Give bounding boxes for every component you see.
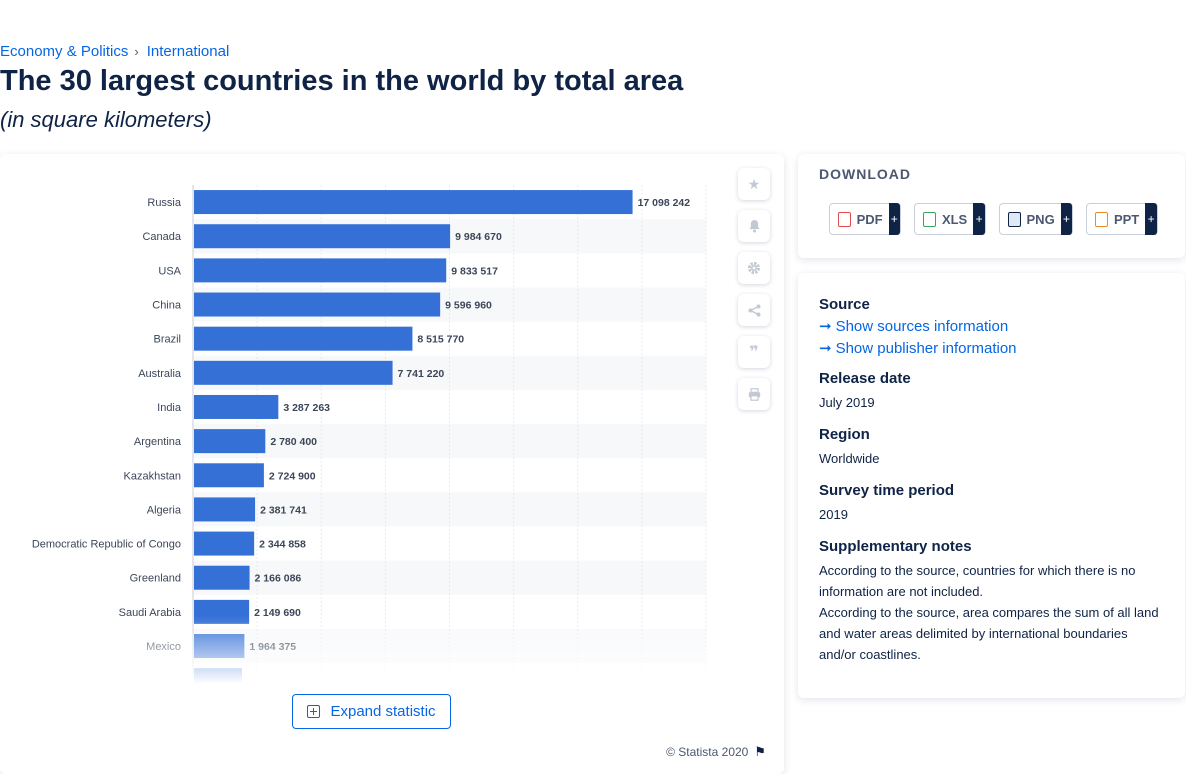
category-label: China — [152, 300, 182, 312]
arrow-right-icon: ➞ — [819, 318, 832, 335]
png-file-icon — [1008, 211, 1021, 227]
bar[interactable] — [194, 531, 255, 556]
category-label: Argentina — [134, 436, 182, 448]
bar[interactable] — [194, 429, 266, 454]
region-value: Worldwide — [819, 451, 880, 466]
download-pdf-label: PDF — [856, 211, 883, 227]
png-plus-icon[interactable]: + — [1060, 203, 1072, 235]
chart-card: Russia 17 098 242 Canada 9 984 670 USA 9 833 … — [0, 154, 784, 774]
category-label: India — [157, 402, 182, 414]
download-pdf-button[interactable]: PDF + — [829, 203, 901, 235]
download-title: DOWNLOAD — [819, 166, 911, 182]
show-publisher-label: Show publisher information — [835, 340, 1017, 357]
download-png-button[interactable]: PNG + — [999, 203, 1073, 235]
chart-toolbar: ★ ❞ — [738, 168, 772, 420]
breadcrumb-link-economy[interactable]: Economy & Politics — [0, 43, 129, 60]
supplementary-notes-heading: Supplementary notes — [819, 538, 972, 555]
value-label: 2 780 400 — [270, 436, 317, 448]
download-panel: DOWNLOAD PDF + XLS + PNG + PPT + — [798, 154, 1185, 258]
chart-fade-overlay — [0, 616, 730, 684]
category-label: Greenland — [130, 573, 181, 585]
pdf-plus-icon[interactable]: + — [888, 203, 900, 235]
value-label: 2 344 858 — [259, 539, 306, 551]
value-label: 8 515 770 — [417, 334, 464, 346]
survey-period-heading: Survey time period — [819, 482, 955, 499]
value-label: 9 833 517 — [451, 265, 498, 277]
value-label: 2 381 741 — [260, 504, 307, 516]
expand-label: Expand statistic — [330, 703, 436, 720]
xls-file-icon — [923, 211, 936, 227]
category-label: Russia — [147, 197, 182, 209]
expand-plus-icon — [307, 705, 321, 718]
show-sources-link[interactable]: ➞ Show sources information — [819, 317, 1159, 335]
survey-period-value: 2019 — [819, 507, 848, 522]
expand-statistic-button[interactable]: Expand statistic — [292, 694, 451, 729]
show-sources-label: Show sources information — [835, 318, 1009, 335]
bar[interactable] — [194, 326, 413, 351]
xls-plus-icon[interactable]: + — [973, 203, 985, 235]
page-subtitle: (in square kilometers) — [0, 107, 212, 132]
flag-icon[interactable]: ⚑ — [754, 744, 766, 759]
download-buttons: PDF + XLS + PNG + PPT + — [829, 203, 1171, 235]
pdf-file-icon — [838, 211, 851, 227]
category-label: Democratic Republic of Congo — [32, 539, 181, 551]
value-label: 17 098 242 — [638, 197, 691, 209]
bar[interactable] — [194, 463, 264, 488]
download-ppt-button[interactable]: PPT + — [1086, 203, 1158, 235]
value-label: 3 287 263 — [283, 402, 330, 414]
value-label: 2 166 086 — [255, 573, 302, 585]
value-label: 9 596 960 — [445, 300, 492, 312]
release-date-value: July 2019 — [819, 395, 875, 410]
print-icon[interactable] — [738, 378, 770, 410]
release-date-heading: Release date — [819, 370, 911, 387]
category-label: Canada — [142, 231, 181, 243]
category-label: USA — [158, 265, 181, 277]
arrow-right-icon: ➞ — [819, 340, 832, 357]
bar-chart: Russia 17 098 242 Canada 9 984 670 USA 9 833 … — [0, 185, 730, 684]
bar[interactable] — [194, 224, 451, 249]
category-label: Saudi Arabia — [119, 607, 182, 619]
breadcrumb: Economy & Politics › International — [0, 43, 229, 60]
supplementary-note-2: According to the source, area compares t… — [819, 605, 1159, 662]
bar[interactable] — [194, 394, 279, 419]
bell-icon[interactable] — [738, 210, 770, 242]
gear-icon[interactable] — [738, 252, 770, 284]
category-label: Brazil — [153, 334, 181, 346]
copyright: © Statista 2020 ⚑ — [666, 744, 766, 760]
category-label: Algeria — [147, 504, 182, 516]
ppt-file-icon — [1095, 211, 1108, 227]
source-heading: Source — [819, 296, 870, 313]
value-label: 7 741 220 — [398, 368, 445, 380]
download-xls-label: XLS — [941, 211, 968, 227]
category-label: Kazakhstan — [124, 470, 181, 482]
region-heading: Region — [819, 426, 870, 443]
bar[interactable] — [194, 292, 441, 317]
bar[interactable] — [194, 565, 250, 590]
chevron-right-icon: › — [134, 44, 139, 59]
download-ppt-label: PPT — [1113, 211, 1140, 227]
bar[interactable] — [194, 190, 633, 215]
bar[interactable] — [194, 360, 393, 385]
supplementary-note-1: According to the source, countries for w… — [819, 563, 1136, 599]
quote-icon[interactable]: ❞ — [738, 336, 770, 368]
bar[interactable] — [194, 258, 447, 283]
ppt-plus-icon[interactable]: + — [1145, 203, 1157, 235]
value-label: 2 724 900 — [269, 470, 316, 482]
value-label: 2 149 690 — [254, 607, 301, 619]
info-panel: Source ➞ Show sources information ➞ Show p… — [798, 273, 1185, 698]
value-label: 9 984 670 — [455, 231, 502, 243]
download-png-label: PNG — [1026, 211, 1055, 227]
star-icon[interactable]: ★ — [738, 168, 770, 200]
copyright-text[interactable]: © Statista 2020 — [666, 745, 749, 759]
breadcrumb-link-international[interactable]: International — [146, 43, 230, 60]
bar[interactable] — [194, 497, 256, 522]
show-publisher-link[interactable]: ➞ Show publisher information — [819, 339, 1159, 357]
page-title: The 30 largest countries in the world by… — [0, 65, 684, 97]
download-xls-button[interactable]: XLS + — [914, 203, 986, 235]
category-label: Australia — [138, 368, 182, 380]
share-icon[interactable] — [738, 294, 770, 326]
